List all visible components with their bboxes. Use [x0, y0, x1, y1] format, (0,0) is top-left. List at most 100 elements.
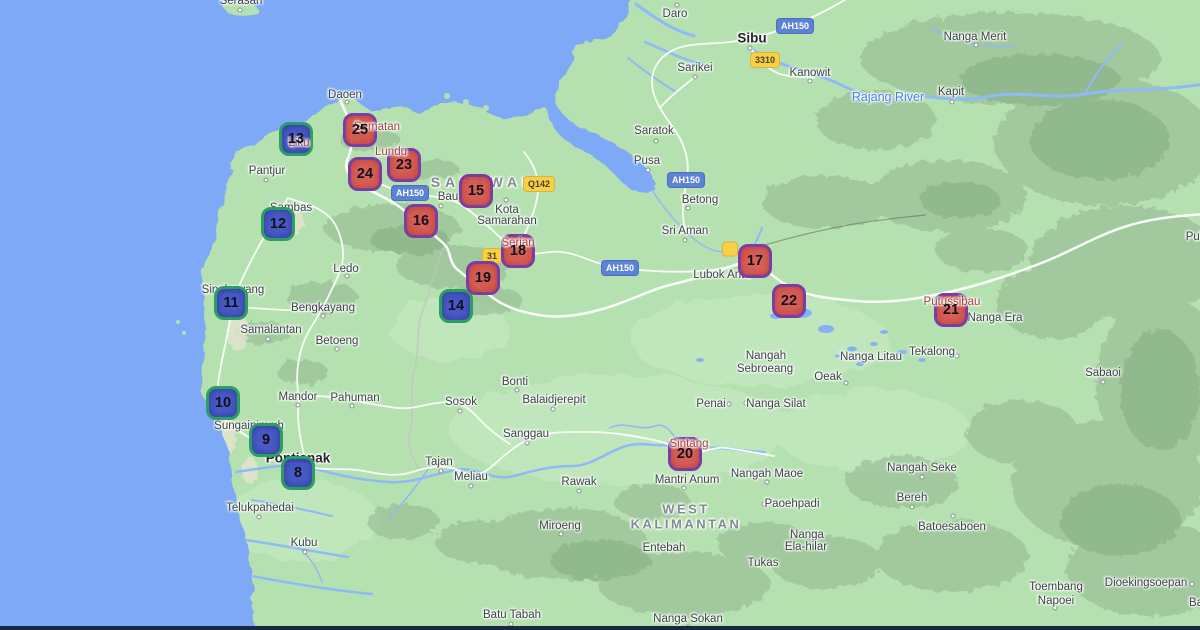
map-marker-13[interactable] — [279, 122, 313, 156]
village-dot — [674, 2, 680, 8]
place-label: Sarikei — [677, 62, 713, 74]
place-label: Nanga Era — [967, 312, 1023, 324]
marker-number: 10 — [214, 395, 232, 411]
village-dot — [344, 273, 350, 279]
map-marker-23[interactable] — [387, 148, 421, 182]
place-label: Nangah Seke — [887, 462, 957, 474]
map-marker-14[interactable] — [439, 289, 473, 323]
place-label: Bengkayang — [291, 302, 355, 314]
region-label: WEST — [662, 501, 710, 517]
place-label: Balaidjerepit — [522, 394, 586, 406]
village-dot — [263, 177, 269, 183]
place-label: Miroeng — [539, 520, 581, 532]
marker-number: 21 — [942, 302, 960, 318]
village-dot — [438, 203, 444, 209]
map-marker-11[interactable] — [214, 286, 248, 320]
road-badge — [723, 242, 737, 256]
place-label: Nanga Silat — [746, 398, 806, 410]
place-label: Toembang — [1029, 581, 1083, 593]
map-marker-18[interactable] — [501, 234, 535, 268]
map-marker-17[interactable] — [738, 244, 772, 278]
highlighted-place-label: Sintang — [669, 438, 709, 450]
highlighted-place-label: Serian — [501, 237, 535, 249]
road-badge: AH150 — [391, 186, 429, 200]
place-label: Bonti — [501, 376, 529, 388]
marker-number: 23 — [395, 157, 413, 173]
marker-number: 25 — [351, 122, 369, 138]
highlighted-place-label: Liku — [288, 137, 310, 149]
place-label: Mandor — [278, 391, 318, 403]
map-marker-12[interactable] — [261, 207, 295, 241]
map-marker-15[interactable] — [459, 174, 493, 208]
place-label: Betoeng — [315, 335, 359, 347]
road-badge: Q142 — [523, 177, 555, 191]
village-dot — [295, 402, 301, 408]
village-dot — [1100, 379, 1106, 385]
village-dot — [558, 531, 564, 537]
map-marker-16[interactable] — [404, 204, 438, 238]
place-label: Sri Aman — [661, 225, 709, 237]
place-label: Tekalong — [908, 346, 956, 358]
place-label: Serasan — [219, 0, 263, 7]
place-label: Rawak — [561, 476, 597, 488]
place-label: Ba — [1188, 597, 1200, 609]
map-marker-25[interactable] — [343, 113, 377, 147]
map-marker-21[interactable] — [934, 293, 968, 327]
village-dot — [954, 353, 960, 359]
map-marker-22[interactable] — [772, 284, 806, 318]
place-label: Tajan — [425, 456, 453, 468]
park-border — [757, 214, 927, 248]
village-dot — [237, 7, 243, 13]
place-label: Nangah Maoe — [730, 468, 804, 480]
village-dot — [807, 78, 813, 84]
marker-number: 9 — [261, 432, 271, 448]
place-label: Bau — [437, 191, 459, 203]
place-label: Saratok — [634, 125, 674, 137]
marker-number: 16 — [412, 213, 430, 229]
marker-number: 11 — [223, 295, 239, 311]
place-label: Pul — [1185, 231, 1200, 243]
village-dot — [256, 514, 262, 520]
place-label: Entebah — [642, 542, 686, 554]
place-label: Pusa — [633, 155, 661, 167]
village-dot — [265, 336, 271, 342]
place-label: Pahuman — [330, 392, 380, 404]
village-dot — [692, 74, 698, 80]
place-label: Napoei — [1037, 595, 1075, 607]
place-label: Nanga Merit — [943, 31, 1007, 43]
map-marker-19[interactable] — [466, 261, 500, 295]
road-badge: AH150 — [667, 173, 705, 187]
village-dot — [973, 42, 979, 48]
road-badge: 3310 — [750, 53, 780, 67]
place-label: Bereh — [896, 492, 928, 504]
map-marker-8[interactable] — [281, 456, 315, 490]
map-marker-20[interactable] — [668, 437, 702, 471]
place-label: Mantri Anum — [654, 474, 720, 486]
marker-number: 17 — [746, 253, 764, 269]
marker-number: 14 — [447, 298, 465, 314]
village-dot — [764, 479, 770, 485]
place-label: Batu Tabah — [483, 609, 541, 621]
river-label: Rajang River — [851, 90, 925, 104]
village-dot — [682, 237, 688, 243]
village-dot — [747, 45, 753, 51]
marker-number: 12 — [269, 216, 287, 232]
village-dot — [1189, 581, 1195, 587]
map-marker-10[interactable] — [206, 386, 240, 420]
place-label: Dioekingsoepan — [1104, 577, 1188, 589]
village-dot — [438, 468, 444, 474]
village-dot — [726, 401, 732, 407]
marker-number: 20 — [676, 446, 694, 462]
region-label: KALIMANTAN — [630, 516, 742, 532]
map-marker-9[interactable] — [249, 423, 283, 457]
highlighted-place-label: Putussibau — [923, 296, 981, 308]
village-dot — [576, 488, 582, 494]
city-label: Sibu — [737, 30, 767, 46]
place-label: Kubu — [290, 537, 318, 549]
place-label: Kota — [495, 204, 519, 216]
village-dot — [761, 501, 767, 507]
map-marker-24[interactable] — [348, 157, 382, 191]
village-dot — [344, 99, 350, 105]
